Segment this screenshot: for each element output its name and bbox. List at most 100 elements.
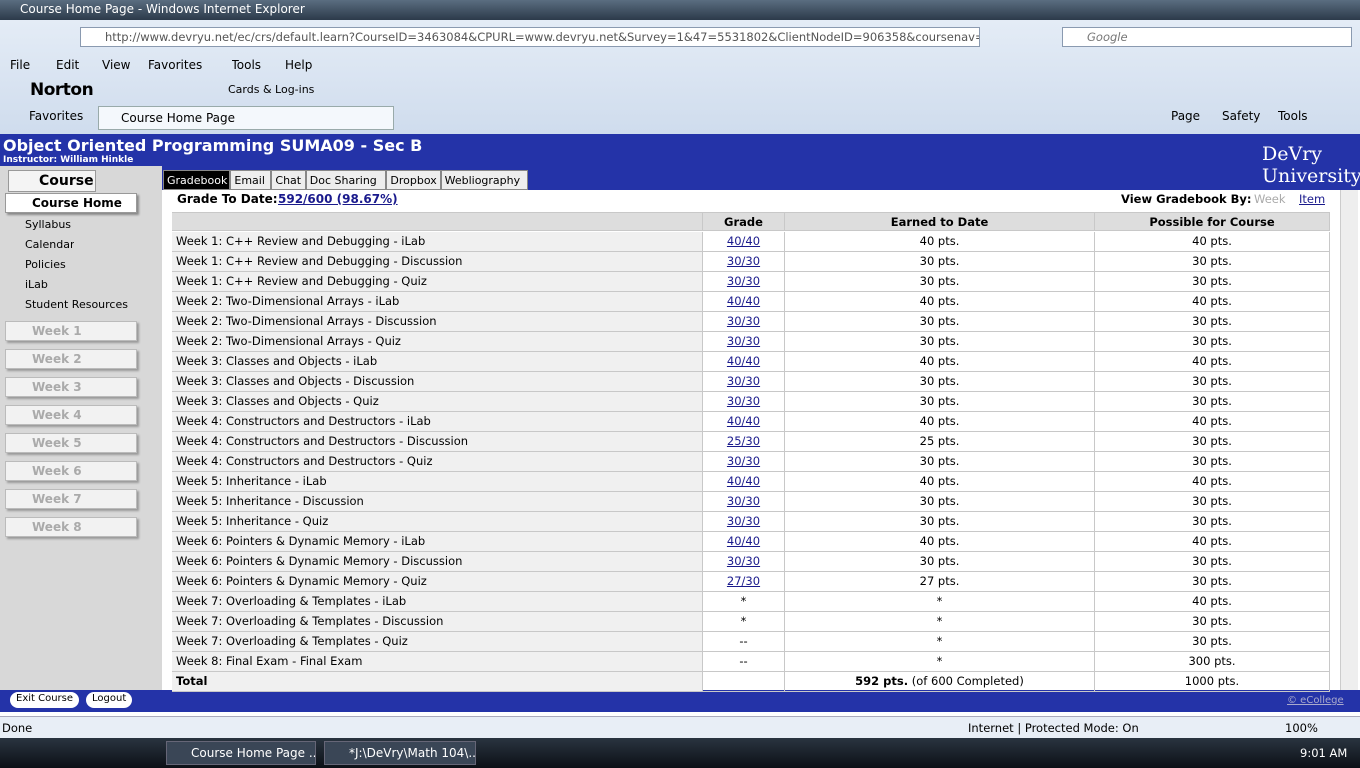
view-option[interactable]: Item (1299, 192, 1326, 206)
nav-week[interactable]: Week 8 (5, 517, 137, 537)
logo-line: University (1262, 165, 1360, 187)
grade-cell: 30 pts. (785, 452, 1095, 472)
grade-cell: 40 pts. (785, 292, 1095, 312)
grade-cell[interactable]: 30/30 (703, 452, 785, 472)
menu-item[interactable]: Tools (231, 58, 262, 72)
address-bar[interactable]: http://www.devryu.net/ec/crs/default.lea… (80, 27, 980, 47)
cards-button[interactable]: Cards & Log-ins (228, 83, 315, 96)
grade-cell: * (785, 592, 1095, 612)
grade-value[interactable]: 592/600 (98.67%) (278, 192, 398, 206)
footer-button[interactable]: Exit Course (10, 692, 80, 708)
footer-button[interactable]: Logout (86, 692, 133, 708)
clock: 9:01 AM (1300, 746, 1348, 760)
nav-week[interactable]: Week 1 (5, 321, 137, 341)
grade-cell[interactable]: 40/40 (703, 532, 785, 552)
row-label: Week 5: Inheritance - Discussion (172, 492, 703, 512)
row-label: Week 4: Constructors and Destructors - i… (172, 412, 703, 432)
grade-cell[interactable]: 30/30 (703, 492, 785, 512)
content-tab[interactable]: Webliography (440, 170, 528, 190)
grade-cell[interactable]: 40/40 (703, 232, 785, 252)
grade-cell[interactable]: 40/40 (703, 292, 785, 312)
content-tab[interactable]: Doc Sharing (305, 170, 387, 190)
status-bar (0, 716, 1360, 738)
favorites-button[interactable]: Favorites (29, 109, 84, 123)
taskbar-item[interactable]: *J:\DeVry\Math 104\... (324, 741, 476, 765)
content-tab[interactable]: Email (230, 170, 272, 190)
content-tab[interactable]: Dropbox (386, 170, 441, 190)
view-by: View Gradebook By: (1121, 192, 1252, 206)
grade-cell[interactable]: 25/30 (703, 432, 785, 452)
grade-cell[interactable]: 40/40 (703, 352, 785, 372)
nav-home[interactable]: Course Home (5, 193, 137, 213)
menu-item[interactable]: File (10, 58, 31, 72)
command-button[interactable]: Tools (1278, 109, 1308, 123)
credit[interactable]: © eCollege (1287, 695, 1344, 706)
grade-cell[interactable]: 30/30 (703, 252, 785, 272)
window-title: Course Home Page - Windows Internet Expl… (20, 2, 305, 16)
menu-item[interactable]: Help (285, 58, 313, 72)
browser-tab[interactable]: Course Home Page (98, 106, 394, 130)
total-note: (of 600 Completed) (908, 674, 1024, 688)
content-tab[interactable]: Gradebook (163, 170, 231, 190)
nav-link[interactable]: iLab (25, 278, 48, 291)
grade-cell: 40 pts. (785, 412, 1095, 432)
grade-cell[interactable]: 27/30 (703, 572, 785, 592)
instructor: Instructor: William Hinkle (3, 155, 134, 165)
grade-cell[interactable]: 40/40 (703, 472, 785, 492)
menu-item[interactable]: Favorites (148, 58, 203, 72)
grade-cell: 40 pts. (1095, 292, 1330, 312)
nav-link[interactable]: Calendar (25, 238, 75, 251)
row-label: Week 2: Two-Dimensional Arrays - Quiz (172, 332, 703, 352)
menu-item[interactable]: View (102, 58, 131, 72)
grade-cell[interactable]: 40/40 (703, 412, 785, 432)
grade-cell: 30 pts. (1095, 252, 1330, 272)
grade-cell[interactable]: 30/30 (703, 312, 785, 332)
grade-cell: 30 pts. (785, 512, 1095, 532)
left-nav (0, 166, 162, 690)
command-button[interactable]: Safety (1222, 109, 1261, 123)
nav-week[interactable]: Week 3 (5, 377, 137, 397)
row-label: Week 6: Pointers & Dynamic Memory - iLab (172, 532, 703, 552)
row-label: Week 2: Two-Dimensional Arrays - iLab (172, 292, 703, 312)
taskbar-item[interactable]: Course Home Page ... (166, 741, 316, 765)
grade-cell[interactable]: 30/30 (703, 372, 785, 392)
grade-cell: * (703, 592, 785, 612)
nav-week[interactable]: Week 5 (5, 433, 137, 453)
nav-link[interactable]: Syllabus (25, 218, 72, 231)
grade-cell: 30 pts. (1095, 572, 1330, 592)
grade-cell: 30 pts. (785, 392, 1095, 412)
row-label: Week 4: Constructors and Destructors - D… (172, 432, 703, 452)
grade-cell: 30 pts. (1095, 552, 1330, 572)
command-button[interactable]: Page (1171, 109, 1201, 123)
header-cell: Possible for Course (1095, 212, 1330, 231)
search-box[interactable]: Google (1062, 27, 1352, 47)
grade-cell: * (703, 612, 785, 632)
view-option[interactable]: Week (1254, 192, 1286, 206)
grade-cell[interactable]: 30/30 (703, 512, 785, 532)
nav-link[interactable]: Policies (25, 258, 66, 271)
grade-cell: * (785, 632, 1095, 652)
header-cell: Earned to Date (785, 212, 1095, 231)
grade-cell[interactable]: 30/30 (703, 272, 785, 292)
nav-link[interactable]: Student Resources (25, 298, 128, 311)
zoom[interactable]: 100% (1285, 721, 1318, 735)
norton-logo[interactable]: Norton (30, 80, 94, 100)
grade-cell[interactable]: 30/30 (703, 332, 785, 352)
grade-cell[interactable]: 30/30 (703, 552, 785, 572)
nav-tab[interactable]: Course (8, 170, 96, 192)
grade-cell: -- (703, 632, 785, 652)
grade-cell: 30 pts. (1095, 432, 1330, 452)
nav-week[interactable]: Week 7 (5, 489, 137, 509)
nav-week[interactable]: Week 4 (5, 405, 137, 425)
nav-week[interactable]: Week 2 (5, 349, 137, 369)
total-label: Total (172, 672, 703, 692)
content-tab[interactable]: Chat (271, 170, 306, 190)
grade-cell[interactable]: 30/30 (703, 392, 785, 412)
row-label: Week 3: Classes and Objects - Quiz (172, 392, 703, 412)
grade-cell: 30 pts. (1095, 332, 1330, 352)
nav-week[interactable]: Week 6 (5, 461, 137, 481)
scrollbar[interactable] (1340, 190, 1358, 690)
grade-cell: 40 pts. (785, 532, 1095, 552)
menu-item[interactable]: Edit (56, 58, 80, 72)
grade-cell: 30 pts. (1095, 272, 1330, 292)
